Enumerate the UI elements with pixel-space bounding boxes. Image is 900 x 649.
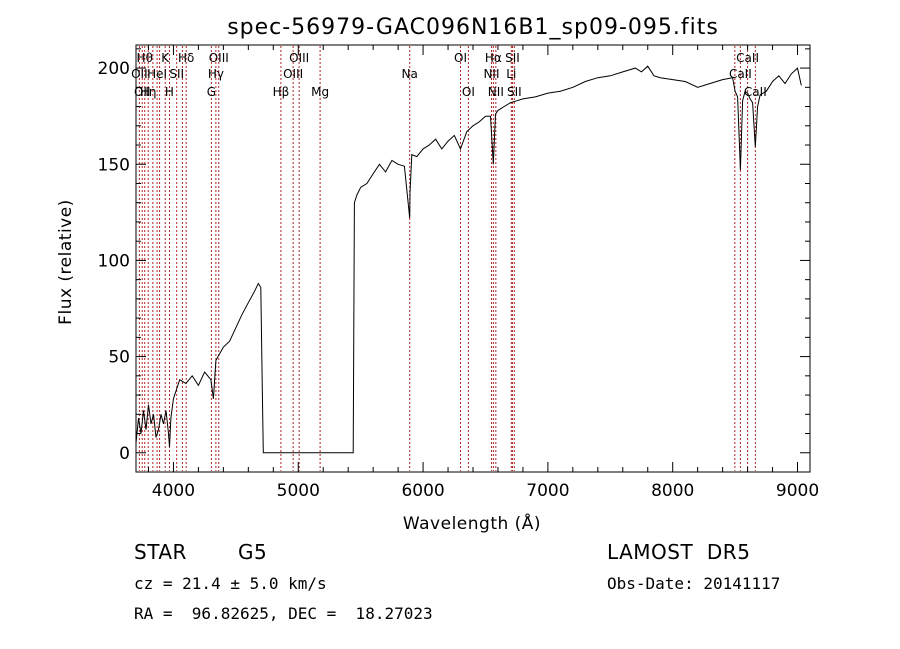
ra-dec-coordinates: RA = 96.82625, DEC = 18.27023: [134, 604, 433, 623]
y-axis-ticks: 0 50 100 150 200: [98, 48, 810, 473]
y-axis-label: Flux (relative): [56, 199, 76, 325]
spectral-line-label: OII: [134, 85, 151, 99]
spectral-subclass: G5: [238, 540, 268, 564]
spectral-line-label: Hθ: [137, 51, 153, 65]
spectral-lines: [138, 46, 756, 471]
spectral-line-label: OI: [462, 85, 475, 99]
spectral-line-labels: OII OII Hθ Hη HeI K H SII Hδ G Hγ OIII Hβ OIII OIII Mg N…: [131, 51, 767, 99]
y-tick-label: 100: [98, 251, 130, 271]
plot-frame: [135, 44, 811, 473]
spectral-line-label: K: [161, 51, 170, 65]
y-tick-label: 50: [108, 348, 130, 368]
x-axis-label: Wavelength (Å): [403, 512, 541, 534]
spectral-line-label: OI: [454, 51, 467, 65]
x-tick-label: 9000: [776, 481, 819, 501]
spectral-line-label: H: [165, 85, 174, 99]
x-tick-label: 8000: [651, 481, 694, 501]
spectral-line-label: Li: [506, 67, 516, 81]
spectral-line-label: OIII: [289, 51, 309, 65]
x-tick-label: 4000: [152, 481, 195, 501]
redshift-cz: cz = 21.4 ± 5.0 km/s: [134, 574, 327, 593]
spectral-line-label: Hη: [140, 85, 157, 99]
observation-date: Obs-Date: 20141117: [607, 574, 781, 593]
x-tick-label: 7000: [526, 481, 569, 501]
x-tick-label: 6000: [401, 481, 444, 501]
spectral-line-label: HeI: [147, 67, 167, 81]
spectral-line-label: Hβ: [273, 85, 290, 99]
spectral-line-label: SII: [507, 85, 522, 99]
object-class: STAR: [134, 540, 187, 564]
spectral-line-label: SII: [505, 51, 520, 65]
y-tick-label: 200: [98, 59, 130, 79]
x-tick-label: 5000: [277, 481, 320, 501]
spectral-line-label: G: [207, 85, 216, 99]
spectral-line-label: NII: [488, 85, 504, 99]
spectral-line-label: Na: [402, 67, 418, 81]
spectral-line-label: NII: [483, 67, 499, 81]
y-tick-label: 0: [119, 444, 130, 464]
spectrum-line: [135, 65, 802, 454]
survey-release: LAMOST DR5: [607, 540, 751, 564]
spectral-line-label: OII: [131, 67, 148, 81]
spectral-line-label: OIII: [283, 67, 303, 81]
spectral-line-label: CaII: [736, 51, 759, 65]
spectral-line-label: CaII: [729, 67, 752, 81]
x-axis-ticks: 4000 5000 6000 7000 8000 9000: [147, 45, 819, 501]
chart-title: spec-56979-GAC096N16B1_sp09-095.fits: [227, 15, 719, 40]
spectral-line-label: OIII: [209, 51, 229, 65]
spectral-line-label: Hγ: [208, 67, 224, 81]
y-tick-label: 150: [98, 155, 130, 175]
spectral-line-label: CaII: [744, 85, 767, 99]
spectral-line-label: SII: [169, 67, 184, 81]
spectral-line-label: Hδ: [178, 51, 194, 65]
spectral-line-label: Mg: [311, 85, 329, 99]
spectral-line-label: Hα: [485, 51, 502, 65]
